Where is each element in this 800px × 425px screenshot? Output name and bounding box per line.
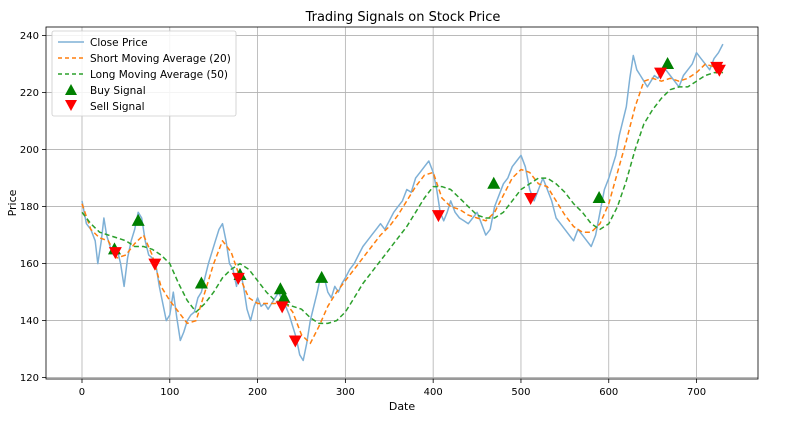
sell-signal-marker [431,210,445,223]
sell-signal-marker [288,335,302,348]
legend-swatch-buy-signal [65,84,77,95]
legend-label-long-ma: Long Moving Average (50) [90,69,228,81]
x-tick-label: 700 [687,387,706,398]
axis-ticks: 0 100 200 300 400 500 600 700 120 140 160 180 200 220… [20,31,706,398]
sell-signal-marker [108,247,122,260]
buy-signal-marker [131,213,145,226]
y-tick-label: 200 [20,145,39,156]
buy-signal-marker [315,270,329,283]
x-tick-label: 500 [511,387,530,398]
plot-area [81,43,726,362]
y-tick-label: 120 [20,373,39,384]
y-tick-label: 180 [20,202,39,213]
y-tick-label: 240 [20,31,39,42]
x-tick-label: 300 [336,387,355,398]
legend-swatch-sell-signal [65,100,77,111]
x-axis-label: Date [389,400,416,413]
legend-box [51,30,237,117]
legend-label-close-price: Close Price [90,37,148,49]
sell-signal-marker [712,64,726,77]
short-moving-average-line [81,63,724,345]
sell-signal-marker [275,301,289,314]
y-tick-label: 160 [20,259,39,270]
y-axis-label: Price [6,189,19,216]
buy-signal-marker [277,290,291,303]
legend-label-sell-signal: Sell Signal [90,101,145,113]
buy-signal-marker [273,282,287,295]
sell-signal-marker [231,272,245,285]
legend-label-short-ma: Short Moving Average (20) [90,53,231,65]
x-tick-label: 600 [599,387,618,398]
x-tick-label: 200 [248,387,267,398]
legend-label-buy-signal: Buy Signal [90,85,146,97]
sell-signal-marker [148,258,162,271]
close-price-line [81,43,724,362]
y-tick-label: 220 [20,88,39,99]
x-tick-label: 100 [160,387,179,398]
sell-signal-marker [654,67,668,80]
x-tick-label: 0 [79,387,85,398]
buy-signal-marker [661,57,675,70]
buy-signal-marker [194,276,208,289]
buy-signal-marker [592,191,606,204]
plot-frame [45,26,759,380]
legend: Close Price Short Moving Average (20) Lo… [51,30,237,117]
chart-title: Trading Signals on Stock Price [305,10,501,25]
buy-signal-marker [487,176,501,189]
long-moving-average-line [81,71,723,325]
y-tick-label: 140 [20,316,39,327]
sell-signal-marker [524,193,538,206]
x-tick-label: 400 [424,387,443,398]
